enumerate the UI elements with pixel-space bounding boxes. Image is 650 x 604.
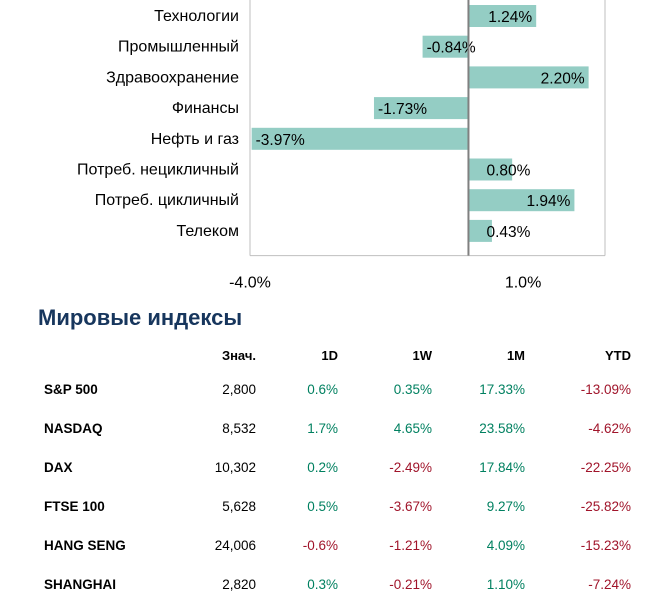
cell-name: S&P 500	[44, 382, 98, 397]
cell-d1: 1.7%	[307, 421, 338, 436]
cell-d1: 0.6%	[307, 382, 338, 397]
bar-6	[468, 189, 575, 212]
cell-d1: 0.5%	[307, 499, 338, 514]
table-row: S&P 500 2,800 0.6% 0.35% 17.33% -13.09%	[44, 370, 631, 409]
cell-w1: -1.21%	[389, 538, 432, 553]
bar-5	[468, 158, 513, 181]
data-label: 0.43%	[486, 224, 530, 241]
cell-m1: 17.84%	[479, 460, 525, 475]
bar-0	[468, 5, 537, 27]
bar-2	[468, 66, 589, 89]
cell-d1: 0.2%	[307, 460, 338, 475]
header-1m: 1M	[506, 347, 525, 363]
data-label: -3.97%	[256, 132, 305, 149]
cell-value: 2,820	[222, 577, 256, 592]
category-label: Технологии	[154, 8, 239, 25]
category-label: Потреб. нецикличный	[77, 162, 239, 179]
cell-m1: 4.09%	[486, 538, 525, 553]
cell-m1: 17.33%	[479, 382, 525, 397]
header-ytd: YTD	[605, 347, 631, 363]
data-label: 2.20%	[541, 70, 585, 87]
cell-value: 5,628	[222, 499, 256, 514]
cell-value: 24,006	[214, 538, 256, 553]
data-label: 0.80%	[486, 163, 530, 180]
cell-w1: 4.65%	[393, 421, 432, 436]
cell-w1: -3.67%	[389, 499, 432, 514]
table-row: SHANGHAI 2,820 0.3% -0.21% 1.10% -7.24%	[44, 565, 631, 604]
cell-d1: -0.6%	[302, 538, 338, 553]
category-label: Нефть и газ	[151, 131, 239, 148]
bar-1	[422, 35, 469, 58]
table-row: HANG SENG 24,006 -0.6% -1.21% 4.09% -15.23%	[44, 526, 631, 565]
cell-name: NASDAQ	[44, 421, 103, 436]
category-label: Финансы	[172, 100, 239, 117]
x-tick-label: -4.0%	[229, 275, 271, 292]
cell-ytd: -13.09%	[580, 382, 631, 397]
cell-d1: 0.3%	[307, 577, 338, 592]
x-tick-label: 1.0%	[505, 275, 541, 292]
table-header-row: Знач. 1D 1W 1M YTD	[44, 340, 631, 370]
category-label: Телеком	[176, 223, 239, 240]
table-row: NASDAQ 8,532 1.7% 4.65% 23.58% -4.62%	[44, 409, 631, 448]
cell-m1: 23.58%	[479, 421, 525, 436]
header-1w: 1W	[412, 347, 433, 363]
data-label: -0.84%	[427, 40, 476, 57]
data-label: 1.24%	[488, 9, 532, 26]
sector-bar-chart: Технологии 1.24% Промышленный -0.84% Здравоо…	[77, 0, 606, 292]
cell-value: 2,800	[222, 382, 256, 397]
header-name	[44, 340, 184, 370]
cell-w1: -2.49%	[389, 460, 432, 475]
bar-4	[251, 127, 469, 150]
bar-7	[468, 219, 492, 242]
cell-name: SHANGHAI	[44, 577, 117, 592]
category-label: Промышленный	[118, 39, 239, 56]
cell-name: DAX	[44, 460, 73, 475]
table-row: DAX 10,302 0.2% -2.49% 17.84% -22.25%	[44, 448, 631, 487]
header-1d: 1D	[321, 347, 338, 363]
cell-ytd: -7.24%	[588, 577, 631, 592]
category-label: Потреб. цикличный	[95, 192, 239, 209]
cell-value: 8,532	[222, 421, 256, 436]
cell-ytd: -4.62%	[588, 421, 631, 436]
cell-m1: 9.27%	[486, 499, 525, 514]
cell-ytd: -22.25%	[580, 460, 631, 475]
cell-w1: -0.21%	[389, 577, 432, 592]
world-indices-title: Мировые индексы	[38, 305, 243, 330]
cell-name: FTSE 100	[44, 499, 105, 514]
bar-3	[373, 97, 469, 120]
category-label: Здравоохранение	[106, 69, 239, 86]
data-label: -1.73%	[378, 101, 427, 118]
cell-w1: 0.35%	[393, 382, 432, 397]
cell-m1: 1.10%	[486, 577, 525, 592]
table-row: FTSE 100 5,628 0.5% -3.67% 9.27% -25.82%	[44, 487, 631, 526]
cell-value: 10,302	[214, 460, 256, 475]
header-value: Знач.	[221, 347, 256, 363]
world-indices-table: Знач. 1D 1W 1M YTD S&P 500 2,800 0.6% 0.35%…	[44, 340, 631, 604]
cell-ytd: -15.23%	[580, 538, 631, 553]
cell-ytd: -25.82%	[580, 499, 631, 514]
data-label: 1.94%	[526, 193, 570, 210]
cell-name: HANG SENG	[44, 538, 126, 553]
